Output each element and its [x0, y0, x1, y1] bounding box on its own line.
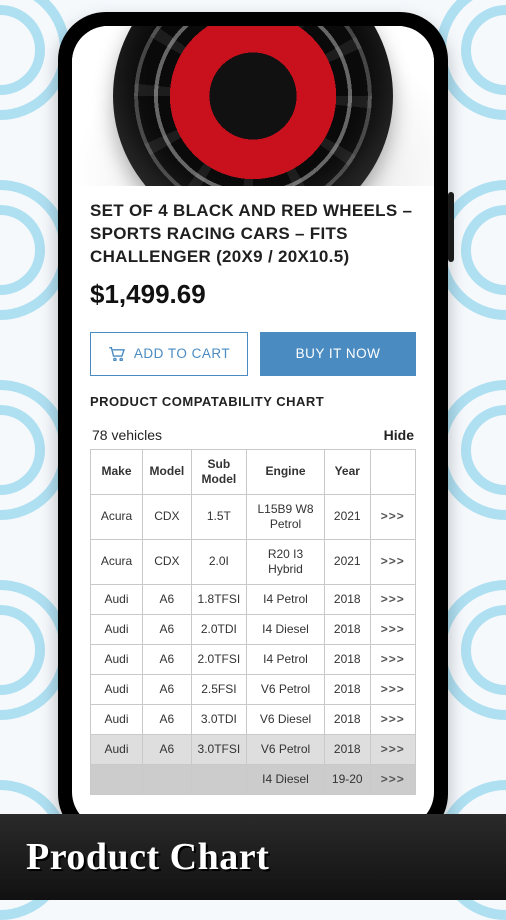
- vehicle-count: 78 vehicles: [92, 427, 162, 443]
- table-cell: Audi: [91, 674, 143, 704]
- expand-row-button[interactable]: >>>: [370, 674, 416, 704]
- table-row: AudiA63.0TDIV6 Diesel2018>>>: [91, 704, 416, 734]
- slide-title: Product Chart: [26, 835, 269, 879]
- table-cell: A6: [143, 704, 192, 734]
- table-cell: CDX: [143, 494, 192, 539]
- table-row: I4 Diesel19-20>>>: [91, 764, 416, 794]
- table-cell: Audi: [91, 704, 143, 734]
- table-cell: Audi: [91, 614, 143, 644]
- table-cell: 3.0TFSI: [191, 734, 246, 764]
- table-cell: 2018: [325, 734, 371, 764]
- table-header: Model: [143, 449, 192, 494]
- table-cell: I4 Diesel: [247, 764, 325, 794]
- table-row: AudiA62.5FSIV6 Petrol2018>>>: [91, 674, 416, 704]
- table-cell: 2018: [325, 614, 371, 644]
- add-to-cart-label: ADD TO CART: [134, 346, 230, 361]
- table-row: AudiA61.8TFSII4 Petrol2018>>>: [91, 584, 416, 614]
- table-row: AudiA62.0TDII4 Diesel2018>>>: [91, 614, 416, 644]
- table-cell: V6 Petrol: [247, 734, 325, 764]
- table-cell: 2018: [325, 644, 371, 674]
- expand-row-button[interactable]: >>>: [370, 644, 416, 674]
- table-cell: [191, 764, 246, 794]
- table-cell: 3.0TDI: [191, 704, 246, 734]
- table-header: Sub Model: [191, 449, 246, 494]
- table-header: Engine: [247, 449, 325, 494]
- table-cell: Acura: [91, 494, 143, 539]
- table-row: AcuraCDX2.0IR20 I3 Hybrid2021>>>: [91, 539, 416, 584]
- compat-heading: PRODUCT COMPATABILITY CHART: [90, 394, 416, 409]
- expand-row-button[interactable]: >>>: [370, 539, 416, 584]
- screen: SET OF 4 BLACK AND RED WHEELS – SPORTS R…: [72, 26, 434, 828]
- table-row: AudiA62.0TFSII4 Petrol2018>>>: [91, 644, 416, 674]
- table-cell: 2018: [325, 704, 371, 734]
- table-cell: Audi: [91, 644, 143, 674]
- table-cell: CDX: [143, 539, 192, 584]
- expand-row-button[interactable]: >>>: [370, 734, 416, 764]
- table-cell: I4 Diesel: [247, 614, 325, 644]
- expand-row-button[interactable]: >>>: [370, 704, 416, 734]
- expand-row-button[interactable]: >>>: [370, 764, 416, 794]
- table-header: [370, 449, 416, 494]
- hide-link[interactable]: Hide: [384, 427, 414, 443]
- expand-row-button[interactable]: >>>: [370, 494, 416, 539]
- table-cell: 2.0TDI: [191, 614, 246, 644]
- table-row: AcuraCDX1.5TL15B9 W8 Petrol2021>>>: [91, 494, 416, 539]
- add-to-cart-button[interactable]: ADD TO CART: [90, 332, 248, 376]
- table-cell: A6: [143, 584, 192, 614]
- table-row: AudiA63.0TFSIV6 Petrol2018>>>: [91, 734, 416, 764]
- slide-footer: Product Chart: [0, 814, 506, 900]
- phone-frame: SET OF 4 BLACK AND RED WHEELS – SPORTS R…: [58, 12, 448, 842]
- table-cell: I4 Petrol: [247, 644, 325, 674]
- product-image: [72, 26, 434, 186]
- table-cell: A6: [143, 674, 192, 704]
- table-cell: 19-20: [325, 764, 371, 794]
- compat-table: MakeModelSub ModelEngineYear AcuraCDX1.5…: [90, 449, 416, 795]
- table-cell: A6: [143, 614, 192, 644]
- table-cell: Acura: [91, 539, 143, 584]
- table-cell: [91, 764, 143, 794]
- table-cell: V6 Diesel: [247, 704, 325, 734]
- buy-now-label: BUY IT NOW: [296, 346, 381, 361]
- table-cell: A6: [143, 734, 192, 764]
- table-cell: 2018: [325, 674, 371, 704]
- table-cell: 1.5T: [191, 494, 246, 539]
- table-cell: [143, 764, 192, 794]
- table-cell: 2021: [325, 494, 371, 539]
- table-cell: 1.8TFSI: [191, 584, 246, 614]
- table-cell: L15B9 W8 Petrol: [247, 494, 325, 539]
- expand-row-button[interactable]: >>>: [370, 614, 416, 644]
- table-cell: 2021: [325, 539, 371, 584]
- table-cell: 2.5FSI: [191, 674, 246, 704]
- table-cell: I4 Petrol: [247, 584, 325, 614]
- table-cell: 2018: [325, 584, 371, 614]
- expand-row-button[interactable]: >>>: [370, 584, 416, 614]
- cart-icon: [108, 347, 126, 361]
- table-header: Year: [325, 449, 371, 494]
- table-cell: A6: [143, 644, 192, 674]
- table-header: Make: [91, 449, 143, 494]
- table-cell: 2.0TFSI: [191, 644, 246, 674]
- table-cell: 2.0I: [191, 539, 246, 584]
- table-cell: Audi: [91, 584, 143, 614]
- product-title: SET OF 4 BLACK AND RED WHEELS – SPORTS R…: [90, 200, 416, 269]
- table-cell: V6 Petrol: [247, 674, 325, 704]
- product-price: $1,499.69: [90, 279, 416, 310]
- table-cell: R20 I3 Hybrid: [247, 539, 325, 584]
- buy-now-button[interactable]: BUY IT NOW: [260, 332, 416, 376]
- table-cell: Audi: [91, 734, 143, 764]
